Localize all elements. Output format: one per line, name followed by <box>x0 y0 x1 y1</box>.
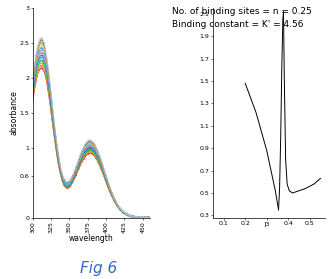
X-axis label: wavelength: wavelength <box>69 234 114 243</box>
Text: No. of binding sites = n = 0.25: No. of binding sites = n = 0.25 <box>172 7 312 16</box>
Text: Binding constant = K' = 4.56: Binding constant = K' = 4.56 <box>172 20 304 28</box>
Text: Fig 6: Fig 6 <box>80 261 117 276</box>
Y-axis label: absorbance: absorbance <box>9 91 18 135</box>
